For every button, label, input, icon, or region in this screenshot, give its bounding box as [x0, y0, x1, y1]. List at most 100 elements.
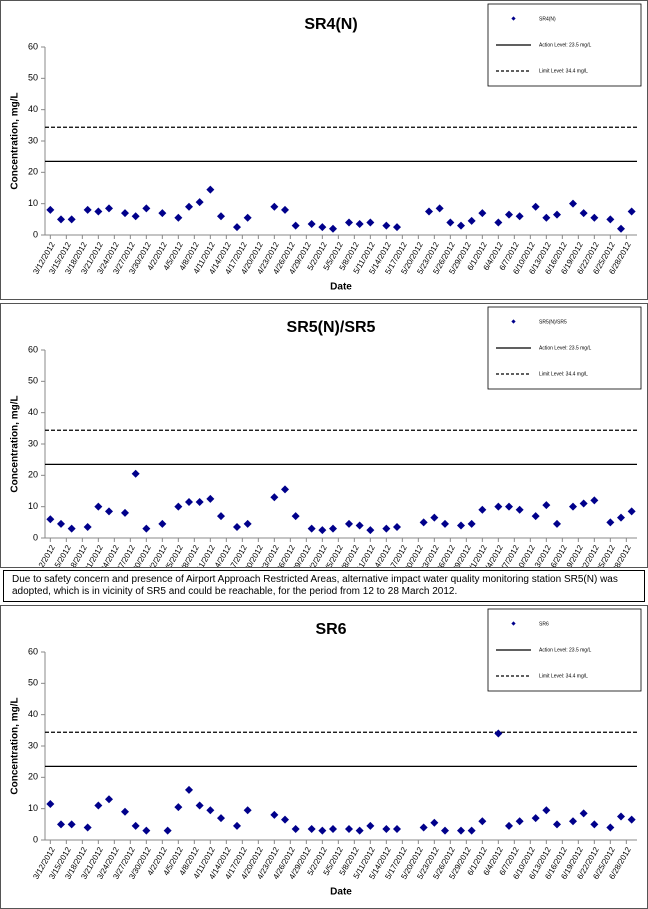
legend-label: Limit Level: 34.4 mg/L: [539, 673, 588, 679]
data-point: [121, 508, 129, 517]
data-point: [542, 806, 551, 815]
legend-label: SR5(N)/SR5: [539, 319, 567, 325]
data-point: [393, 523, 401, 532]
data-point: [67, 524, 76, 533]
data-point: [270, 493, 279, 502]
data-point: [270, 810, 279, 819]
data-point: [243, 519, 252, 528]
data-point: [366, 821, 375, 830]
data-point: [206, 494, 215, 503]
data-point: [366, 526, 375, 535]
data-point: [478, 209, 487, 218]
data-point: [131, 821, 140, 830]
legend-label: Limit Level: 34.4 mg/L: [539, 371, 588, 377]
data-point: [505, 821, 513, 830]
data-point: [233, 223, 241, 232]
legend-label: SR6: [539, 621, 549, 627]
data-point: [627, 507, 636, 516]
data-point: [457, 521, 465, 530]
data-point: [318, 223, 327, 232]
y-axis-label: Concentration, mg/L: [10, 697, 21, 794]
y-tick-label: 30: [28, 740, 38, 750]
data-point: [174, 502, 183, 511]
data-point: [446, 218, 455, 227]
data-point: [478, 505, 487, 514]
chart-panel: SR5(N)/SR501020304050603/12/20123/15/201…: [0, 303, 648, 568]
data-point: [94, 801, 103, 810]
data-point: [318, 526, 327, 535]
data-point: [158, 209, 167, 218]
data-point: [553, 210, 561, 219]
data-point: [382, 524, 391, 533]
chart-title: SR6: [315, 621, 346, 638]
data-point: [569, 817, 577, 826]
data-point: [457, 826, 465, 835]
y-tick-label: 50: [28, 678, 38, 688]
data-point: [627, 207, 636, 216]
data-point: [627, 815, 636, 824]
data-point: [291, 512, 300, 521]
data-point: [57, 519, 65, 528]
data-point: [105, 204, 113, 213]
data-point: [217, 512, 225, 521]
data-point: [355, 220, 364, 229]
data-point: [243, 806, 252, 815]
y-tick-label: 0: [33, 532, 38, 542]
data-point: [185, 785, 193, 794]
data-point: [163, 826, 172, 835]
y-tick-label: 10: [28, 501, 38, 511]
data-point: [355, 826, 364, 835]
y-tick-label: 20: [28, 167, 38, 177]
note: Due to safety concern and presence of Ai…: [3, 570, 645, 602]
data-point: [57, 820, 65, 829]
y-tick-label: 40: [28, 104, 38, 114]
data-point: [467, 826, 476, 835]
data-point: [105, 507, 113, 516]
data-point: [174, 213, 183, 222]
legend-label: SR4(N): [539, 16, 556, 22]
data-point: [515, 817, 524, 826]
data-point: [345, 218, 353, 227]
data-point: [590, 213, 599, 222]
data-point: [617, 513, 625, 522]
data-point: [441, 519, 449, 528]
data-point: [83, 823, 92, 832]
legend-label: Action Level: 23.5 mg/L: [539, 42, 591, 48]
y-tick-label: 40: [28, 407, 38, 417]
data-point: [46, 205, 55, 214]
y-tick-label: 0: [33, 834, 38, 844]
y-tick-label: 40: [28, 709, 38, 719]
data-point: [121, 209, 129, 218]
y-tick-label: 50: [28, 73, 38, 83]
y-tick-label: 10: [28, 803, 38, 813]
data-point: [318, 826, 327, 835]
data-point: [217, 212, 225, 221]
data-point: [291, 221, 300, 230]
data-point: [217, 814, 225, 823]
data-point: [382, 825, 391, 834]
chart-title: SR5(N)/SR5: [287, 319, 376, 336]
data-point: [531, 202, 540, 211]
data-point: [174, 803, 183, 812]
data-point: [270, 202, 279, 211]
data-point: [355, 521, 364, 530]
data-point: [579, 499, 588, 508]
data-point: [505, 210, 513, 219]
y-axis-label: Concentration, mg/L: [10, 395, 21, 492]
data-point: [393, 223, 401, 232]
data-point: [457, 221, 465, 230]
data-point: [419, 823, 428, 832]
data-point: [121, 807, 129, 816]
data-point: [590, 820, 599, 829]
chart-panel: SR601020304050603/12/20123/15/20123/18/2…: [0, 605, 648, 909]
data-point: [531, 814, 540, 823]
data-point: [67, 215, 76, 224]
data-point: [606, 823, 615, 832]
x-axis-label: Date: [330, 887, 352, 898]
data-point: [195, 497, 204, 506]
x-axis-label: Date: [330, 282, 352, 293]
data-point: [83, 205, 92, 214]
data-point: [307, 825, 316, 834]
y-tick-label: 30: [28, 438, 38, 448]
data-point: [419, 518, 428, 527]
